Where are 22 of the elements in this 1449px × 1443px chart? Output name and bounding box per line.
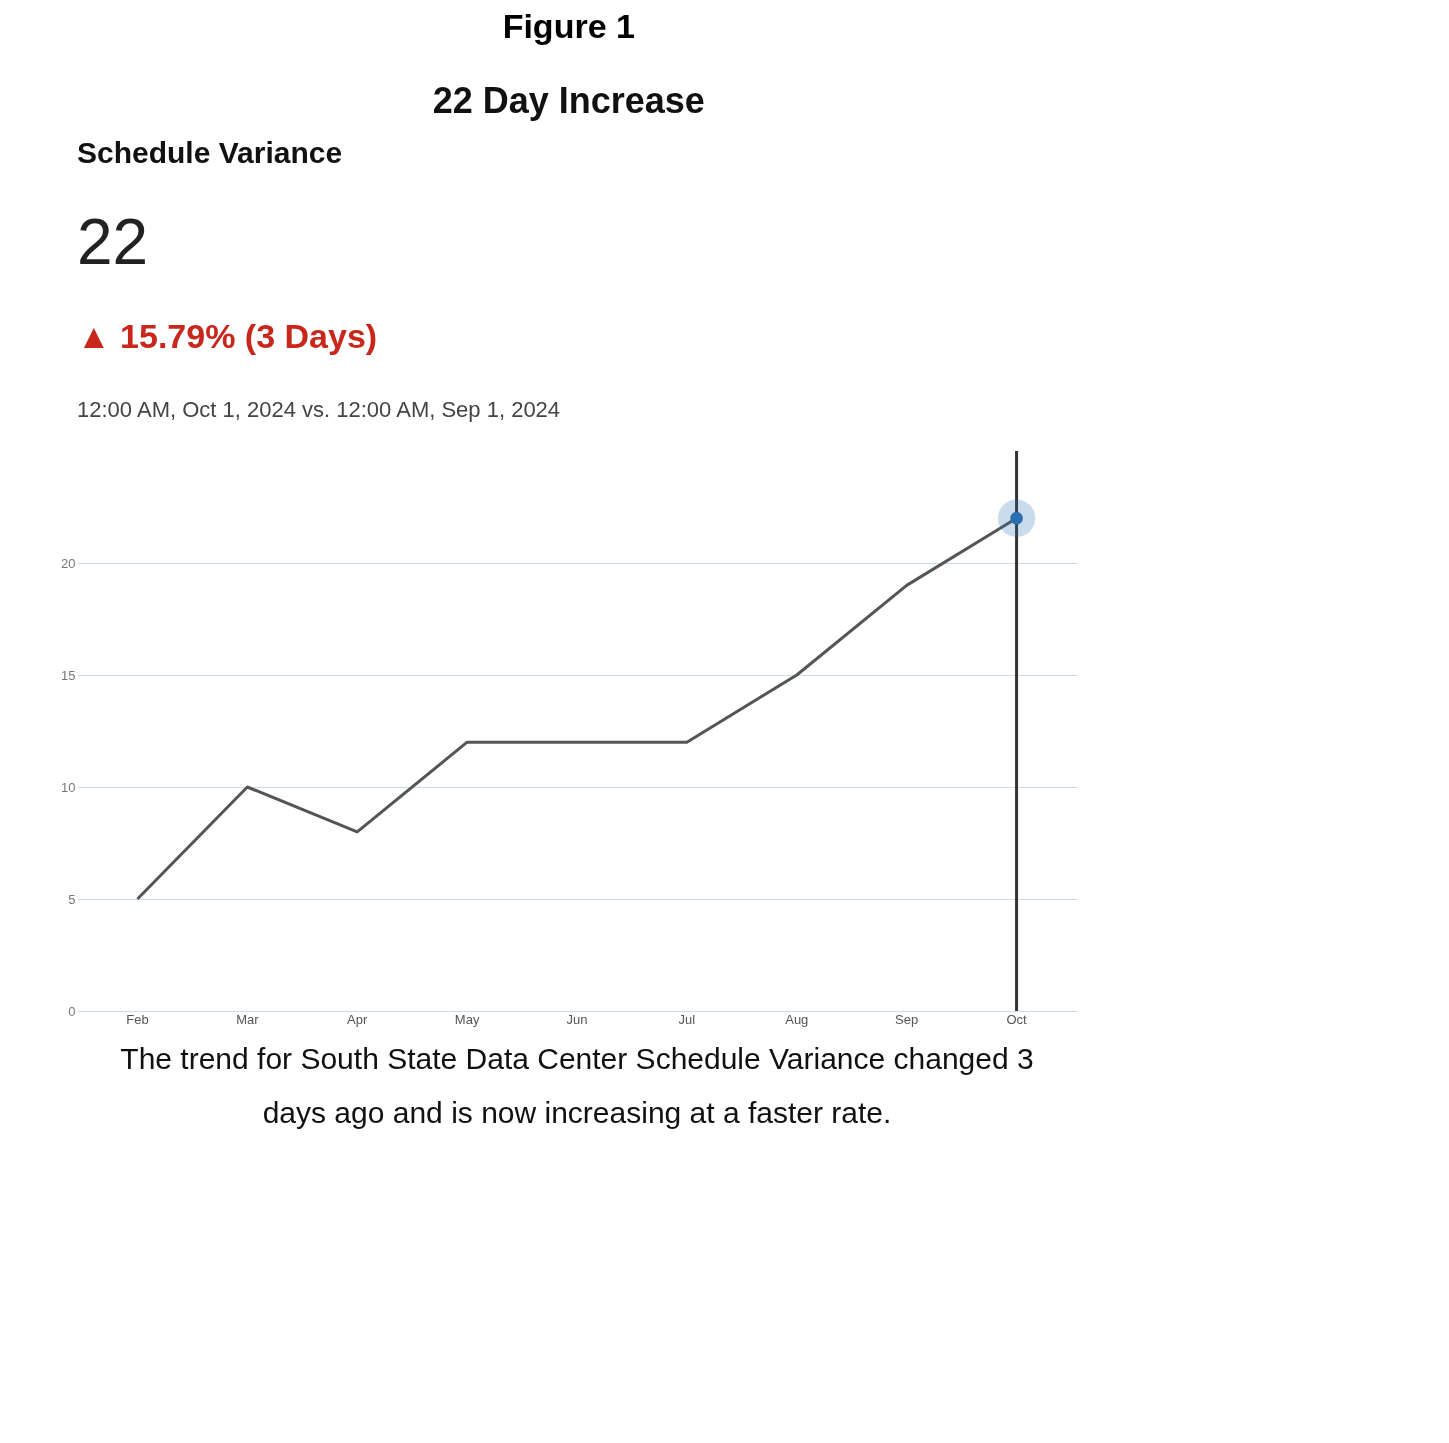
x-tick-label: Jul <box>678 1011 696 1027</box>
chart-title: Figure 1 <box>502 6 635 45</box>
y-tick-label: 0 <box>68 1003 76 1019</box>
x-tick-label: Feb <box>126 1011 149 1027</box>
x-tick-label: Jun <box>566 1011 588 1027</box>
x-tick-label: Sep <box>895 1011 919 1027</box>
x-tick-label: Apr <box>347 1011 368 1027</box>
text: The trend for South State Data Center Schedule Variance changed 3 <box>120 1042 1034 1075</box>
x-tick-label: Oct <box>1006 1011 1028 1027</box>
x-tick-label: Aug <box>785 1011 809 1027</box>
text: ▲ 15.79% (3 Days) <box>77 317 378 355</box>
text: 22 <box>77 206 149 278</box>
y-tick-label: 15 <box>61 667 76 683</box>
y-tick-label: 5 <box>68 891 76 907</box>
text: days ago and is now increasing at a faster rate. <box>262 1096 892 1129</box>
x-tick-label: May <box>454 1011 480 1027</box>
y-tick-label: 10 <box>61 779 76 795</box>
text: 12:00 AM, Oct 1, 2024 vs. 12:00 AM, Sep 1, 2024 <box>77 397 561 422</box>
x-tick-label: Mar <box>236 1011 260 1027</box>
y-tick-label: 20 <box>61 555 76 571</box>
text: Schedule Variance <box>77 136 343 169</box>
chart-subtitle: 22 Day Increase <box>432 79 705 121</box>
